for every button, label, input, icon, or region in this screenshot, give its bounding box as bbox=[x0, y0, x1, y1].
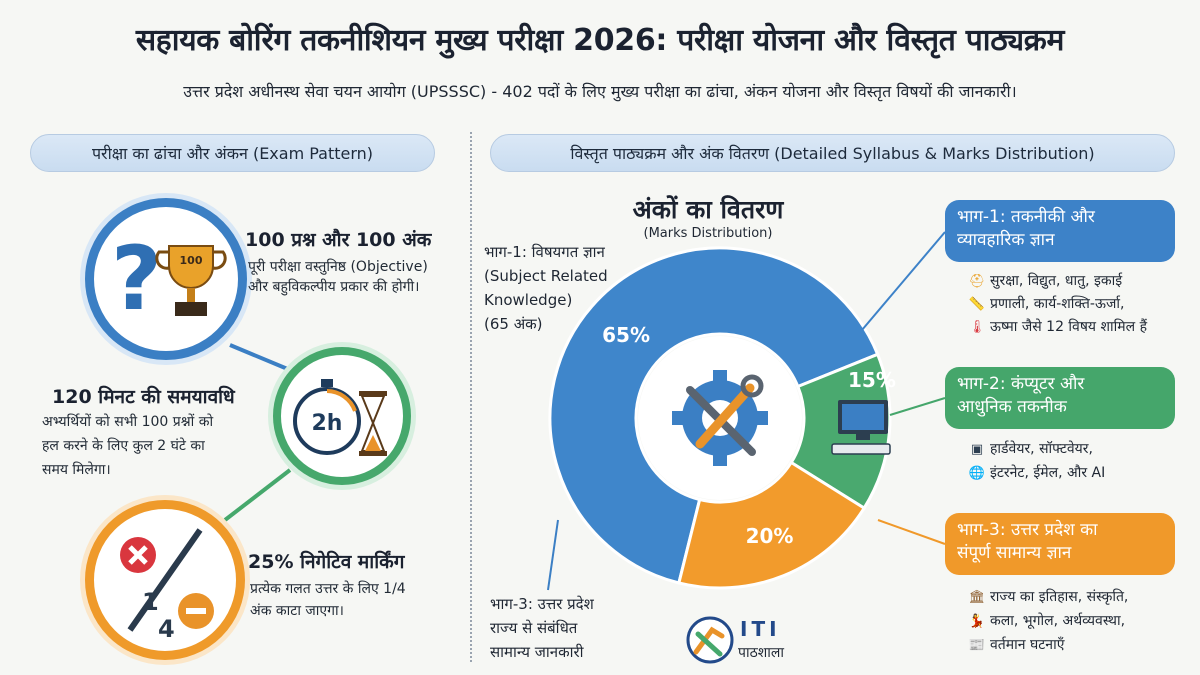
item-negative-title: 25% निगेटिव मार्किंग bbox=[248, 551, 405, 573]
item-negative-line1: प्रत्येक गलत उत्तर के लिए 1/4 bbox=[250, 581, 406, 597]
section-part3-bullet1: 🏛 राज्य का इतिहास, संस्कृति, bbox=[968, 586, 1129, 609]
computer-icon bbox=[831, 400, 891, 455]
syllabus-heading: विस्तृत पाठ्यक्रम और अंक वितरण (Detailed… bbox=[490, 134, 1175, 172]
logo-subtext: पाठशाला bbox=[738, 645, 784, 661]
logo-text: ITI bbox=[740, 617, 781, 641]
section-part2-bullet1: ▣ हार्डवेयर, सॉफ्टवेयर, bbox=[968, 438, 1093, 461]
page-title: सहायक बोरिंग तकनीशियन मुख्य परीक्षा 2026… bbox=[135, 23, 1065, 58]
part1-label-line2: (Subject Related bbox=[484, 267, 608, 285]
section-part1-box: भाग-1: तकनीकी और व्यावहारिक ज्ञान bbox=[945, 200, 1175, 262]
monument-icon: 🏛 bbox=[968, 590, 986, 605]
part3-label-line3: सामान्य जानकारी bbox=[490, 643, 584, 661]
section-part3-bullet2: 💃 कला, भूगोल, अर्थव्यवस्था, bbox=[968, 610, 1125, 633]
item-duration-line3: समय मिलेगा। bbox=[42, 462, 111, 478]
donut-slice-part3 bbox=[677, 460, 867, 590]
page-subtitle: उत्तर प्रदेश अधीनस्थ सेवा चयन आयोग (UPSS… bbox=[183, 82, 1017, 101]
section-part2-bullet2: 🌐 इंटरनेट, ईमेल, और AI bbox=[968, 462, 1105, 485]
section-part1-title-line2: व्यावहारिक ज्ञान bbox=[957, 230, 1055, 250]
chip-icon: ▣ bbox=[970, 442, 984, 457]
section-part2-box: भाग-2: कंप्यूटर और आधुनिक तकनीक bbox=[945, 367, 1175, 429]
section-part2-title-line1: भाग-2: कंप्यूटर और bbox=[957, 374, 1085, 394]
slice-label-part2: 15% bbox=[848, 368, 896, 392]
svg-text:?: ? bbox=[111, 227, 162, 330]
section-part3-bullet3: 📰 वर्तमान घटनाएँ bbox=[968, 634, 1065, 657]
donut-slice-part1 bbox=[548, 246, 880, 585]
item-duration-line2: हल करने के लिए कुल 2 घंटे का bbox=[42, 438, 205, 454]
part3-label-line2: राज्य से संबंधित bbox=[490, 619, 578, 637]
fraction-numerator: 1 bbox=[142, 588, 159, 616]
negative-marking-icon: 1 4 bbox=[85, 500, 245, 660]
exam-pattern-heading: परीक्षा का ढांचा और अंकन (Exam Pattern) bbox=[30, 134, 435, 172]
donut-title: अंकों का वितरण bbox=[632, 195, 784, 224]
item-questions-line2: और बहुविकल्पीय प्रकार की होगी। bbox=[248, 279, 420, 295]
item-duration-line1: अभ्यर्थियों को सभी 100 प्रश्नों को bbox=[42, 414, 214, 430]
section-part3-box: भाग-3: उत्तर प्रदेश का संपूर्ण सामान्य ज… bbox=[945, 513, 1175, 575]
fraction-denominator: 4 bbox=[158, 615, 175, 643]
question-trophy-icon: ? 100 bbox=[85, 198, 247, 360]
item-questions-title: 100 प्रश्न और 100 अंक bbox=[245, 229, 432, 251]
duration-number: 2h bbox=[312, 411, 343, 436]
column-divider bbox=[470, 132, 472, 662]
part1-label-line4: (65 अंक) bbox=[484, 315, 543, 333]
section-part3-title-line2: संपूर्ण सामान्य ज्ञान bbox=[957, 543, 1072, 563]
part3-label-line1: भाग-3: उत्तर प्रदेश bbox=[490, 595, 594, 613]
section-part1-bullet2: 📏 प्रणाली, कार्य-शक्ति-ऊर्जा, bbox=[968, 293, 1125, 316]
ruler-icon: 📏 bbox=[968, 297, 986, 312]
globe-icon: 🌐 bbox=[968, 466, 986, 481]
section-part1-bullet1: ⛑ सुरक्षा, विद्युत, धातु, इकाई bbox=[968, 270, 1122, 293]
dancer-icon: 💃 bbox=[968, 614, 986, 629]
donut-subtitle: (Marks Distribution) bbox=[643, 226, 773, 241]
slice-label-part1: 65% bbox=[602, 322, 651, 347]
thermometer-icon: 🌡 bbox=[968, 320, 986, 335]
slice-label-part3: 20% bbox=[745, 523, 794, 548]
item-questions-line1: पूरी परीक्षा वस्तुनिष्ठ (Objective) bbox=[248, 259, 428, 275]
helmet-icon: ⛑ bbox=[968, 274, 986, 289]
gear-wrench-icon bbox=[672, 370, 768, 466]
part1-label-line3: Knowledge) bbox=[484, 291, 573, 309]
section-part3-title-line1: भाग-3: उत्तर प्रदेश का bbox=[957, 520, 1098, 540]
trophy-number: 100 bbox=[180, 254, 203, 267]
section-part2-title-line2: आधुनिक तकनीक bbox=[957, 397, 1067, 417]
section-part1-title-line1: भाग-1: तकनीकी और bbox=[957, 207, 1095, 227]
part1-label-line1: भाग-1: विषयगत ज्ञान bbox=[484, 243, 605, 261]
item-negative-line2: अंक काटा जाएगा। bbox=[250, 603, 344, 619]
stopwatch-hourglass-icon: 2h bbox=[273, 347, 411, 485]
item-duration-title: 120 मिनट की समयावधि bbox=[52, 386, 235, 408]
iti-logo-icon bbox=[686, 616, 734, 664]
section-part1-bullet3: 🌡 ऊष्मा जैसे 12 विषय शामिल हैं bbox=[968, 316, 1147, 339]
left-connectors bbox=[223, 343, 292, 522]
news-icon: 📰 bbox=[968, 638, 986, 653]
